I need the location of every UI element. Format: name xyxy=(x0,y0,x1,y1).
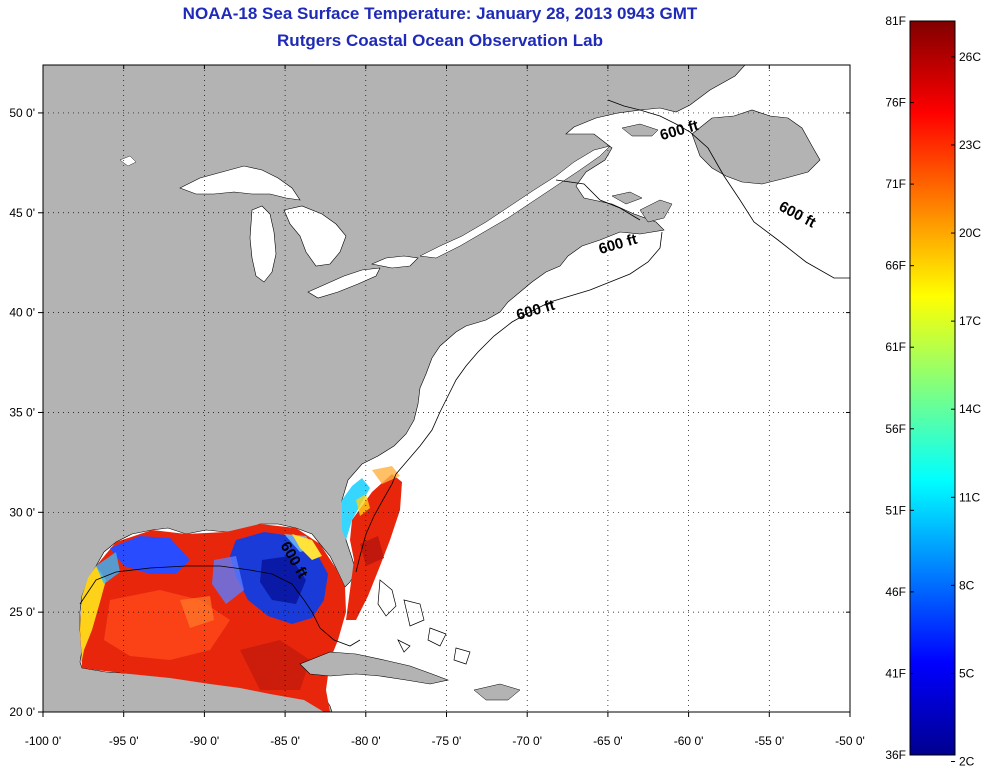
isobath-600ft xyxy=(79,99,850,647)
land-bahamas xyxy=(377,579,471,665)
cbar-f-label: 41F xyxy=(885,666,906,680)
land-newfoundland xyxy=(691,109,821,185)
cbar-c-label: 14C xyxy=(959,402,981,416)
cbar-c-label: 2C xyxy=(959,755,975,769)
cbar-f-label: 36F xyxy=(885,748,906,762)
cbar-f-label: 46F xyxy=(885,585,906,599)
cbar-f-label: 71F xyxy=(885,177,906,191)
cbar-f-label: 51F xyxy=(885,503,906,517)
land-anticosti xyxy=(621,123,659,137)
land-hispaniola xyxy=(473,683,521,701)
cbar-f-label: 81F xyxy=(885,14,906,28)
lon-tick-label: -75 0' xyxy=(432,734,462,748)
colorbar-fahrenheit-labels: 81F 76F 71F 66F 61F 56F 51F 46F 41F 36F xyxy=(885,14,914,762)
lake-michigan xyxy=(249,205,277,283)
latitude-axis: 50 0' 45 0' 40 0' 35 0' 30 0' 25 0' 20 0' xyxy=(9,106,850,719)
lon-tick-label: -55 0' xyxy=(754,734,784,748)
lat-tick-label: 30 0' xyxy=(9,505,35,519)
lake-ontario xyxy=(370,255,419,269)
lat-tick-label: 40 0' xyxy=(9,306,35,320)
lon-tick-label: -90 0' xyxy=(190,734,220,748)
lon-tick-label: -50 0' xyxy=(835,734,865,748)
cbar-c-label: 5C xyxy=(959,666,975,680)
lon-tick-label: -85 0' xyxy=(270,734,300,748)
cbar-c-label: 23C xyxy=(959,138,981,152)
land-cuba xyxy=(299,651,450,685)
map-subtitle: Rutgers Coastal Ocean Observation Lab xyxy=(277,31,603,50)
cbar-c-label: 26C xyxy=(959,50,981,64)
colorbar-celsius-labels: 26C 23C 20C 17C 14C 11C 8C 5C 2C xyxy=(951,50,981,769)
lake-superior xyxy=(179,165,301,201)
land-north-america xyxy=(43,65,746,712)
st-lawrence xyxy=(419,145,611,259)
cbar-f-label: 66F xyxy=(885,259,906,273)
lake-erie xyxy=(307,267,381,299)
cbar-c-label: 11C xyxy=(959,490,980,504)
cbar-f-label: 61F xyxy=(885,340,906,354)
colorbar-gradient xyxy=(909,20,956,756)
map-title: NOAA-18 Sea Surface Temperature: January… xyxy=(182,4,698,23)
lon-tick-label: -95 0' xyxy=(109,734,139,748)
cbar-c-label: 20C xyxy=(959,226,981,240)
lon-tick-label: -80 0' xyxy=(351,734,381,748)
lon-tick-label: -70 0' xyxy=(512,734,542,748)
cbar-f-label: 56F xyxy=(885,422,906,436)
cbar-c-label: 17C xyxy=(959,314,981,328)
colorbar: 81F 76F 71F 66F 61F 56F 51F 46F 41F 36F 26C 23C 20C… xyxy=(885,14,981,769)
cbar-f-label: 76F xyxy=(885,96,906,110)
land-pei xyxy=(611,191,643,205)
sst-data-atlantic xyxy=(342,466,402,620)
cbar-c-label: 8C xyxy=(959,578,975,592)
longitude-axis: -100 0' -95 0' -90 0' -85 0' -80 0' -75 0' -70… xyxy=(25,65,865,748)
lat-tick-label: 20 0' xyxy=(9,705,35,719)
lon-tick-label: -100 0' xyxy=(25,734,61,748)
lon-tick-label: -60 0' xyxy=(674,734,704,748)
lat-tick-label: 35 0' xyxy=(9,405,35,419)
land-cape-breton xyxy=(639,199,673,223)
lake-winnipeg-west xyxy=(119,155,137,167)
lat-tick-label: 45 0' xyxy=(9,206,35,220)
sst-data-gulf xyxy=(80,524,346,712)
lat-tick-label: 50 0' xyxy=(9,106,35,120)
lon-tick-label: -65 0' xyxy=(593,734,623,748)
lat-tick-label: 25 0' xyxy=(9,605,35,619)
